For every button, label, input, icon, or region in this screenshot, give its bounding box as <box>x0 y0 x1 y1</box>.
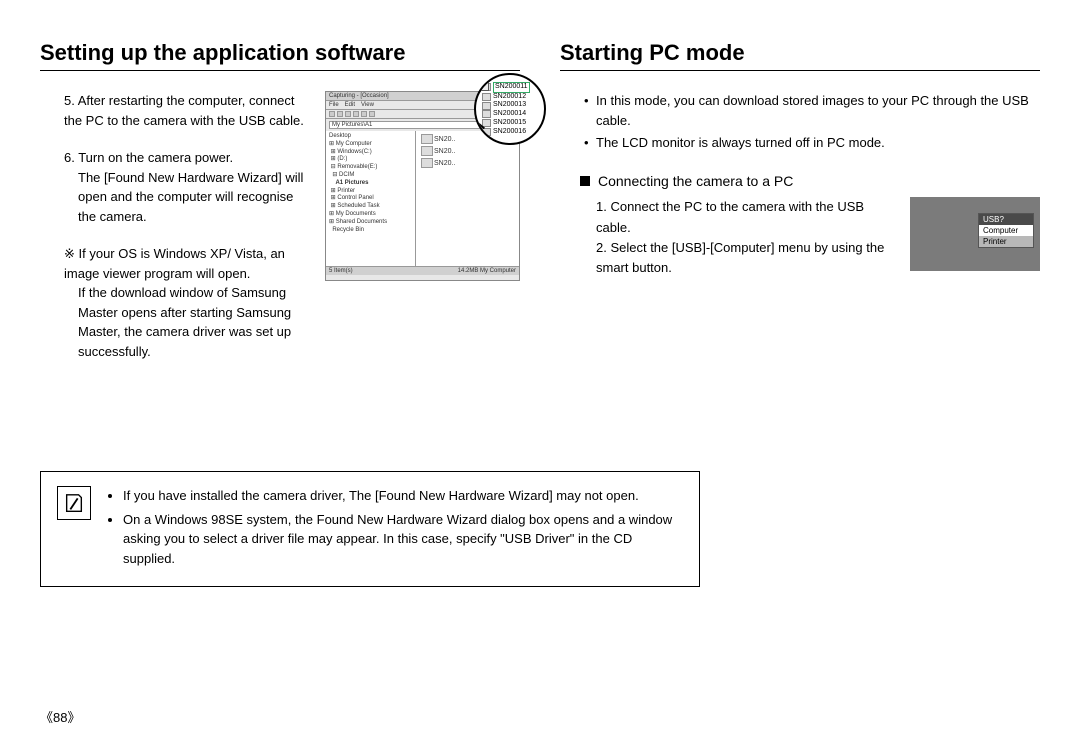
ss-menu-item: File <box>329 102 339 108</box>
close-icon: × <box>479 81 489 91</box>
right-bullet: The LCD monitor is always turned off in … <box>596 133 1040 153</box>
right-step-2: 2. Select the [USB]-[Computer] menu by u… <box>596 238 896 278</box>
explorer-screenshot: Capturing - [Occasion] File Edit View My… <box>325 91 520 361</box>
subhead-text: Connecting the camera to a PC <box>598 173 793 189</box>
step-5: 5. After restarting the computer, connec… <box>40 91 315 130</box>
page-number: 《88》 <box>40 707 80 726</box>
ss-status-right: 14.2MB My Computer <box>458 268 516 274</box>
right-bullet: In this mode, you can download stored im… <box>596 91 1040 131</box>
right-heading: Starting PC mode <box>560 40 1040 71</box>
note-star: ※ If your OS is Windows XP/ Vista, an im… <box>40 244 315 283</box>
ss-status-left: 5 Item(s) <box>329 268 353 274</box>
note-star-2: If the download window of Samsung Master… <box>40 283 315 361</box>
step-6b: The [Found New Hardware Wizard] will ope… <box>40 168 315 227</box>
magnifier-callout: × SN200011 SN200012 SN200013 SN200014 SN… <box>474 73 546 145</box>
ss-menu-item: Edit <box>345 102 355 108</box>
right-step-1: 1. Connect the PC to the camera with the… <box>596 197 896 237</box>
ss-right-pane: SN20.. SN20.. SN20.. <box>416 131 519 266</box>
cam-menu-selected: Computer <box>979 225 1033 236</box>
note-icon <box>57 486 91 520</box>
ss-tree: Desktop ⊞ My Computer ⊞ Windows(C:) ⊞ (D… <box>326 131 416 266</box>
left-heading: Setting up the application software <box>40 40 520 71</box>
ss-menu-item: View <box>361 102 374 108</box>
cam-menu-option: Printer <box>979 236 1033 247</box>
camera-lcd-mock: USB? Computer Printer <box>910 197 1040 271</box>
cam-menu-header: USB? <box>979 214 1033 225</box>
square-bullet-icon <box>580 176 590 186</box>
step-6a: 6. Turn on the camera power. <box>40 148 315 168</box>
